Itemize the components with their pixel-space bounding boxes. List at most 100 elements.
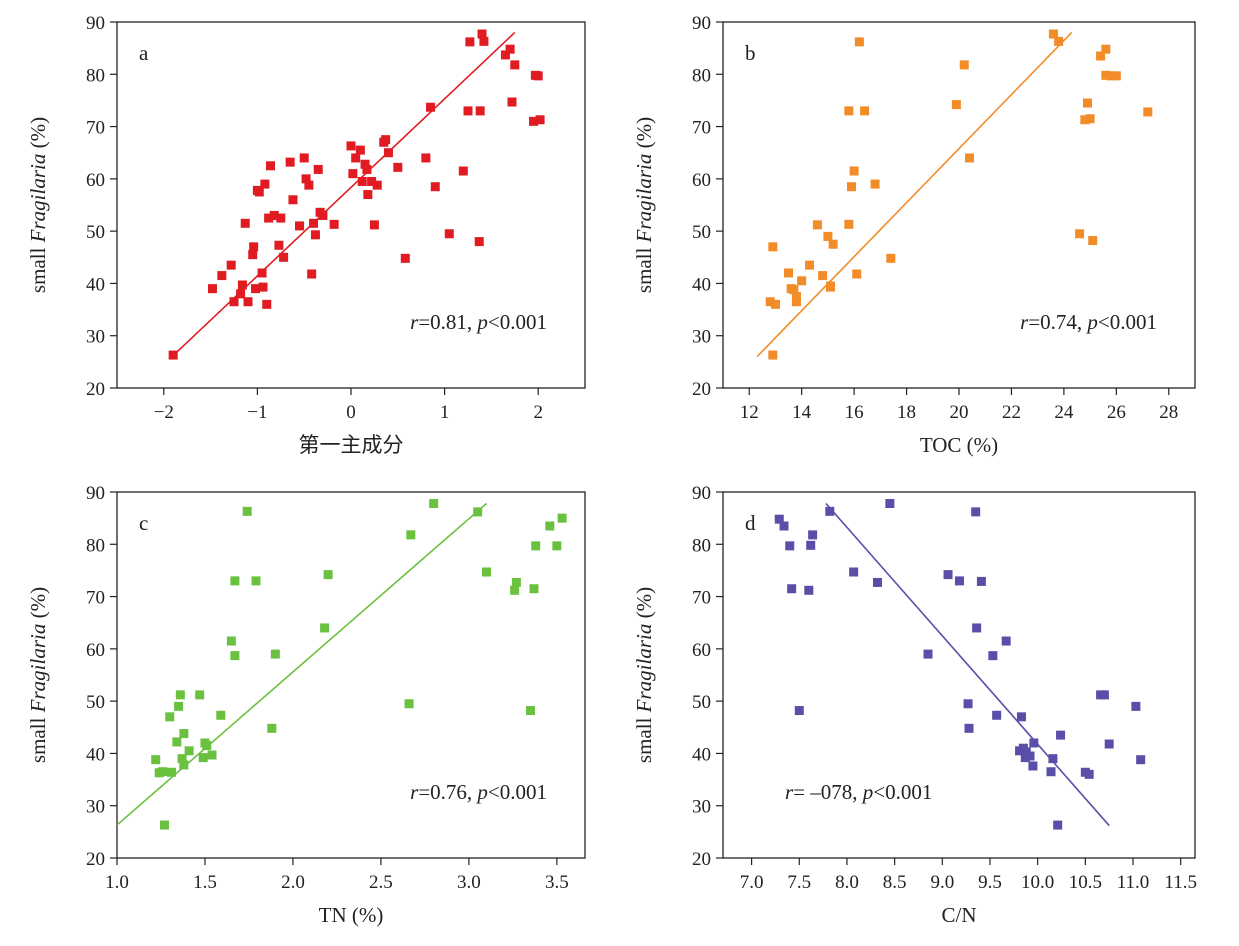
x-axis-label: C/N <box>941 903 976 927</box>
data-point <box>794 706 804 716</box>
x-axis-label: TN (%) <box>319 903 384 927</box>
data-point <box>270 649 280 659</box>
data-point <box>274 240 284 250</box>
data-point <box>426 102 436 112</box>
x-tick-label: 2 <box>533 402 543 423</box>
x-axis-label: 第一主成分 <box>299 433 404 457</box>
data-point <box>1136 755 1146 765</box>
y-tick-label: 90 <box>692 13 711 34</box>
data-point <box>474 237 484 247</box>
data-point <box>870 179 880 189</box>
data-point <box>240 218 250 228</box>
data-point <box>179 760 189 770</box>
y-tick-label: 30 <box>692 797 711 818</box>
data-point <box>301 174 311 184</box>
x-tick-label: 11.5 <box>1164 872 1197 893</box>
y-tick-label: 80 <box>692 535 711 556</box>
x-tick-label: 7.5 <box>787 872 811 893</box>
data-point <box>1001 636 1011 646</box>
data-point <box>531 541 541 551</box>
data-point <box>174 701 184 711</box>
data-point <box>1106 71 1116 81</box>
data-point <box>525 706 535 716</box>
data-point <box>285 157 295 167</box>
data-point <box>860 106 870 116</box>
data-point <box>818 271 828 281</box>
data-point <box>216 710 226 720</box>
data-point <box>1101 44 1111 54</box>
data-point <box>360 159 370 169</box>
y-tick-label: 40 <box>692 274 711 295</box>
data-point <box>954 576 964 586</box>
panel-label: a <box>139 41 149 65</box>
data-point <box>430 182 440 192</box>
data-point <box>768 242 778 252</box>
data-point <box>226 636 236 646</box>
data-point <box>313 164 323 174</box>
y-tick-label: 50 <box>692 222 711 243</box>
data-point <box>854 37 864 47</box>
data-point <box>372 180 382 190</box>
x-tick-label: 10.0 <box>1021 872 1054 893</box>
data-point <box>785 541 795 551</box>
data-point <box>971 507 981 517</box>
data-point <box>964 723 974 733</box>
data-point <box>295 221 305 231</box>
x-tick-label: 3.0 <box>457 872 481 893</box>
y-axis-label: small Fragilaria (%) <box>632 587 656 763</box>
x-tick-label: 10.5 <box>1069 872 1102 893</box>
plot-frame <box>116 491 586 859</box>
panel-b: 20 30 40 50 60 70 80 90 12 14 16 18 20 22 24 26 28 TOC (%… <box>632 13 1196 457</box>
data-point <box>806 540 816 550</box>
data-point <box>348 169 358 179</box>
y-tick-label: 50 <box>86 692 105 713</box>
data-point <box>167 767 177 777</box>
data-point <box>276 213 286 223</box>
y-tick-label: 30 <box>86 797 105 818</box>
data-point <box>406 530 416 540</box>
y-tick-label: 40 <box>86 274 105 295</box>
data-point <box>172 737 182 747</box>
data-point <box>249 242 259 252</box>
stat-annotation: r=0.74, p<0.001 <box>1020 310 1157 334</box>
x-tick-label: 1.5 <box>193 872 217 893</box>
data-point <box>779 521 789 531</box>
data-point <box>988 651 998 661</box>
data-point <box>507 97 517 107</box>
data-point <box>992 710 1002 720</box>
data-point <box>844 219 854 229</box>
data-point <box>320 623 330 633</box>
panel-label: c <box>139 511 148 535</box>
data-point <box>1028 761 1038 771</box>
data-point <box>243 297 253 307</box>
data-point <box>552 541 562 551</box>
y-tick-label: 70 <box>86 118 105 139</box>
y-tick-label: 20 <box>692 379 711 400</box>
x-tick-label: 22 <box>1002 402 1021 423</box>
x-tick-label: 14 <box>792 402 812 423</box>
x-tick-label: 2.0 <box>281 872 305 893</box>
trend-line <box>116 502 487 826</box>
data-point <box>784 268 794 278</box>
data-point <box>1111 71 1121 81</box>
data-point <box>251 576 261 586</box>
panel-label: d <box>745 511 756 535</box>
x-tick-label: 2.5 <box>369 872 393 893</box>
data-point <box>202 741 212 751</box>
data-point <box>976 576 986 586</box>
y-tick-label: 20 <box>86 849 105 870</box>
data-point <box>885 499 895 509</box>
data-point <box>357 176 367 186</box>
data-point <box>236 289 246 299</box>
y-tick-label: 80 <box>86 535 105 556</box>
data-point <box>351 153 361 163</box>
data-point <box>279 252 289 262</box>
x-tick-label: 7.0 <box>740 872 764 893</box>
data-point <box>479 36 489 46</box>
y-tick-label: 50 <box>692 692 711 713</box>
data-point <box>175 690 185 700</box>
data-point <box>511 577 521 587</box>
x-tick-label: 1.0 <box>105 872 129 893</box>
data-point <box>529 584 539 594</box>
data-point <box>229 297 239 307</box>
